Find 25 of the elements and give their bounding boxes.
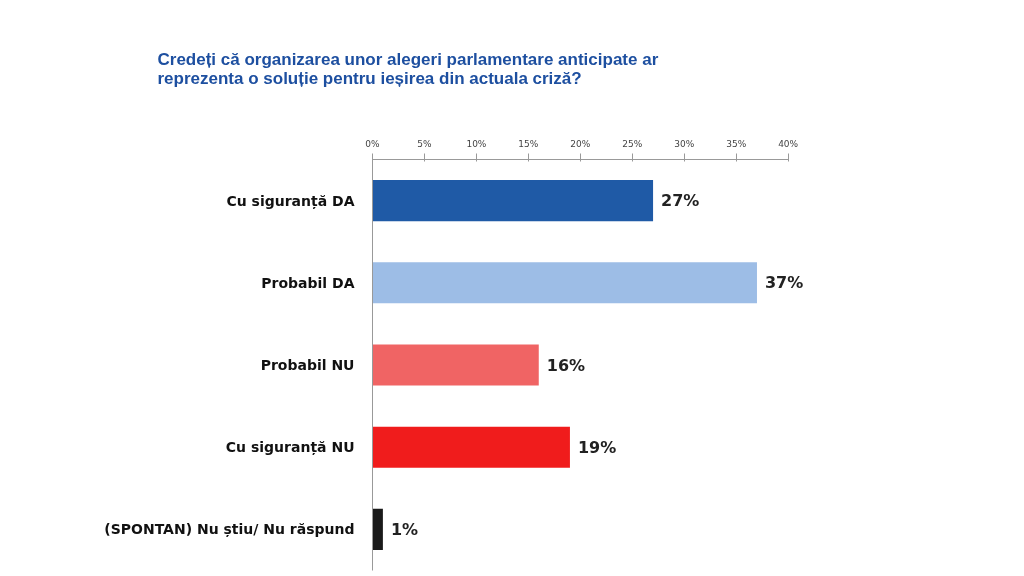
x-tick-label: 10% [466,138,487,149]
y-tick-label: Probabil DA [261,274,355,291]
x-tick-label: 30% [674,138,695,149]
chart-title: Credeți că organizarea unor alegeri parlamentare anticipate ar reprezenta o soluție pentru ieșirea din actuala criză? [157,50,659,88]
bar [372,344,539,386]
x-tick-label: 25% [622,138,643,149]
y-tick-label: Cu siguranță DA [226,192,355,210]
x-tick-label: 40% [778,138,799,149]
bar [372,262,757,304]
y-tick-label: Probabil NU [260,357,355,373]
bar [372,426,570,468]
x-tick-label: 35% [726,138,747,149]
x-tick-label: 0% [365,138,381,149]
bar [372,180,654,222]
data-label: 27% [661,191,700,211]
bar [372,508,383,550]
x-tick-label: 15% [518,138,539,149]
y-tick-label: (SPONTAN) Nu știu/ Nu răspund [104,521,355,539]
data-label: 1% [390,519,419,539]
data-label: 37% [764,273,804,293]
y-tick-label: Cu siguranță NU [225,439,355,457]
data-label: 16% [546,355,586,375]
x-tick-label: 5% [417,138,433,149]
x-tick-label: 20% [570,138,591,149]
data-label: 19% [577,437,617,457]
